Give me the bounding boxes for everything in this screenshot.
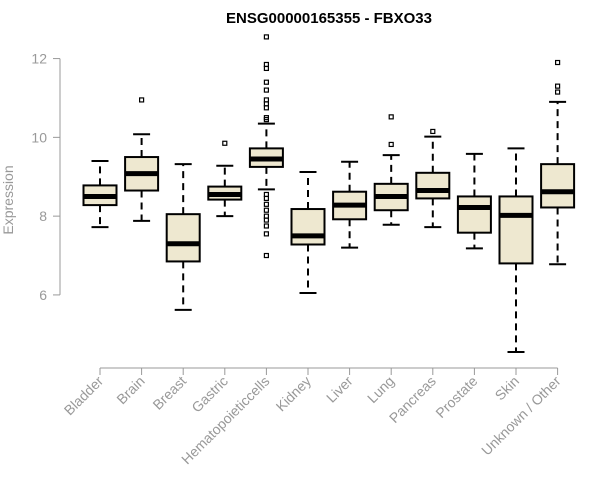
iqr-box [165,213,201,263]
box-bladder [82,159,118,229]
outlier-point [263,252,269,259]
outlier-point [263,117,269,123]
outlier-point [263,87,269,93]
outlier-point [554,89,561,95]
outlier-point [554,83,561,89]
box-kidney [290,171,326,294]
outlier-point [263,34,269,40]
outlier-point [263,195,269,202]
box-liver [332,160,368,249]
outlier-point [263,201,269,207]
y-tick-label: 10 [31,129,47,145]
outlier-point [388,114,394,120]
x-tick-label: Lung [364,373,397,406]
iqr-box [456,195,492,234]
outlier-point [263,231,269,237]
outlier-point [263,223,269,229]
x-tick-label: Liver [323,373,356,406]
box-brain [124,97,160,222]
iqr-box [415,171,451,200]
x-tick-label: Brain [113,373,147,407]
box-skin [498,147,534,354]
box-unknown-other [540,59,576,266]
outlier-point [222,140,228,146]
outlier-point [263,79,269,85]
outlier-point [263,65,269,72]
y-tick-label: 12 [31,51,47,67]
outlier-point [139,97,145,103]
box-prostate [456,152,492,250]
outlier-point [263,207,269,213]
iqr-box [498,195,534,265]
box-breast [165,163,201,311]
x-tick-label: Kidney [273,373,315,415]
box-hematopoietic-cells [248,34,284,259]
outlier-point [554,59,561,66]
y-tick-label: 6 [39,287,47,303]
boxes [82,34,576,354]
iqr-box [540,163,576,209]
y-tick-label: 8 [39,208,47,224]
outlier-point [430,128,436,135]
box-lung [373,114,409,226]
iqr-box [290,208,326,246]
outlier-point [263,105,269,111]
outlier-point [263,217,269,223]
x-tick-label: Skin [492,373,523,404]
y-axis: 6 8 10 12 [31,51,61,303]
y-axis-label: Expression [0,165,16,234]
x-axis [99,367,559,375]
x-tick-label: Breast [149,373,189,413]
x-tick-labels: Bladder Brain BreastGastricHematopoieticce… [61,373,564,468]
box-pancreas [415,128,451,229]
x-tick-label: Bladder [61,373,107,419]
x-tick-label: Unknown / Other [478,373,564,459]
outlier-point [388,141,394,148]
chart-title: ENSG00000165355 - FBXO33 [226,10,432,27]
box-gastric [207,140,243,218]
x-tick-label: Prostate [432,373,480,421]
